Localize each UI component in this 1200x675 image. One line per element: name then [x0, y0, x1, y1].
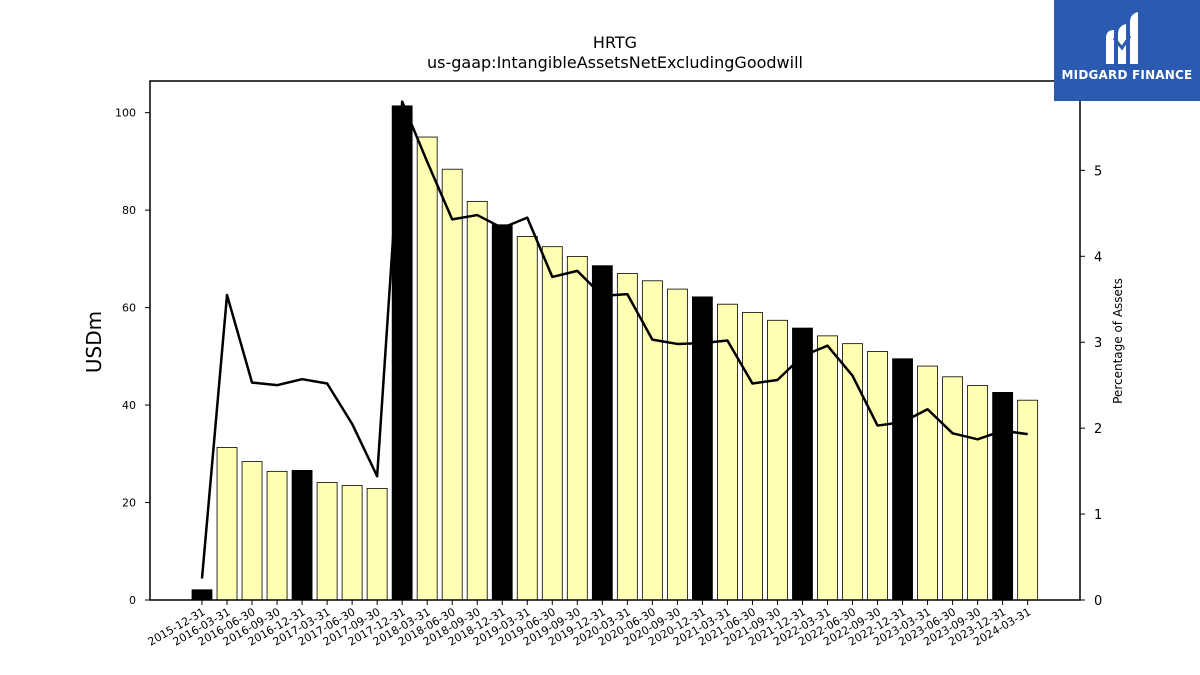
bar-2022-09-30 [867, 351, 888, 601]
bar-2022-12-31 [892, 358, 913, 601]
y-axis-label-left: USDm [82, 311, 106, 373]
bar-2023-03-31 [917, 365, 938, 601]
bar-2017-06-30 [341, 485, 363, 601]
bar-2021-12-31 [792, 327, 813, 601]
plot-frame [149, 80, 1081, 601]
y-tick-right-label: 0 [1094, 594, 1102, 609]
bar-2021-03-31 [717, 303, 738, 601]
y-axis-left: 0 20 40 60 80 100 [115, 107, 150, 607]
x-axis: 2015-12-312016-03-312016-06-302016-09-30… [146, 600, 1033, 649]
bar-2023-12-31 [992, 391, 1014, 601]
bar-2023-06-30 [942, 376, 963, 601]
y-tick-right-label: 5 [1094, 164, 1102, 179]
bar-2018-06-30 [441, 168, 463, 601]
percentage-line [200, 100, 1028, 579]
bar-2019-12-31 [591, 265, 613, 601]
bar-2017-09-30 [366, 487, 388, 601]
bar-2022-03-31 [817, 335, 838, 601]
y-tick-left-label: 0 [129, 594, 136, 607]
y-tick-right-label: 2 [1094, 422, 1102, 437]
logo-mark-icon [1106, 12, 1138, 64]
bar-2023-09-30 [967, 385, 989, 601]
bar-2018-12-31 [491, 224, 513, 601]
bar-2016-06-30 [241, 461, 263, 601]
y-tick-right-label: 1 [1094, 508, 1102, 523]
bars-group [191, 105, 1039, 601]
bar-2022-06-30 [842, 343, 863, 601]
y-tick-left-label: 80 [122, 204, 136, 217]
bar-2016-03-31 [216, 447, 238, 601]
logo-text: MIDGARD FINANCE [1061, 68, 1193, 82]
bar-2021-09-30 [767, 319, 788, 601]
line-group [200, 100, 1028, 579]
bar-2017-12-31 [391, 105, 413, 601]
bar-2015-12-31 [191, 589, 213, 601]
bar-2019-06-30 [541, 246, 563, 601]
bar-2017-03-31 [316, 482, 338, 601]
logo: MIDGARD FINANCE [1054, 0, 1200, 101]
y-axis-label-right: Percentage of Assets [1111, 278, 1125, 404]
bar-2018-03-31 [416, 136, 438, 601]
y-axis-right: 0 1 2 3 4 5 [1080, 164, 1102, 609]
bar-2019-09-30 [566, 256, 588, 601]
y-tick-right-label: 4 [1094, 250, 1102, 265]
y-tick-right-label: 3 [1094, 336, 1102, 351]
y-tick-left-label: 20 [122, 497, 136, 510]
bar-2018-09-30 [466, 200, 488, 601]
y-tick-left-label: 40 [122, 399, 136, 412]
chart-subtitle: us-gaap:IntangibleAssetsNetExcludingGood… [427, 53, 803, 72]
y-tick-left-label: 100 [115, 107, 136, 120]
bar-2020-09-30 [666, 288, 688, 601]
bar-2016-09-30 [266, 470, 288, 601]
chart-title: HRTG [593, 33, 637, 52]
bar-2016-12-31 [291, 469, 313, 601]
bar-2024-03-31 [1017, 399, 1039, 601]
bar-2021-06-30 [742, 312, 763, 601]
bar-2019-03-31 [516, 236, 538, 601]
bar-2020-03-31 [616, 273, 638, 601]
y-tick-left-label: 60 [122, 302, 136, 315]
